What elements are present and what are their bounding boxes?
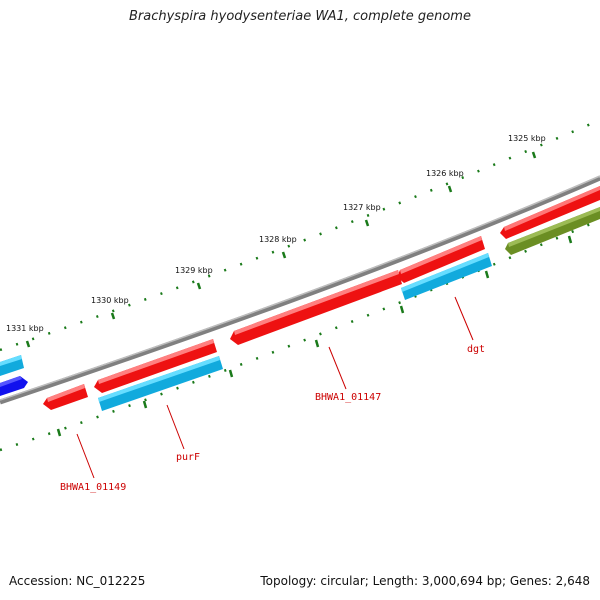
outer-ruler-arc	[0, 118, 600, 352]
ruler-label-1330: 1330 kbp	[91, 296, 129, 305]
gene-label-dgt: dgt	[467, 344, 485, 355]
gene-label-bhwa1-01147: BHWA1_01147	[315, 392, 381, 403]
gene-label-purf: purF	[176, 452, 200, 463]
ruler-label-1326: 1326 kbp	[426, 169, 464, 178]
inner-ruler-arc	[0, 218, 600, 452]
forward-strand-genes	[43, 186, 600, 410]
ruler-label-1329: 1329 kbp	[175, 266, 213, 275]
map-title: Brachyspira hyodysenteriae WA1, complete…	[129, 9, 471, 24]
summary-text: Topology: circular; Length: 3,000,694 bp…	[260, 574, 590, 588]
accession-text: Accession: NC_012225	[9, 574, 146, 588]
gene-label-bhwa1-01149: BHWA1_01149	[60, 482, 126, 493]
inner-ruler-ticks	[56, 235, 573, 437]
outer-ruler-ticks	[25, 151, 537, 348]
reverse-strand-genes	[0, 253, 492, 411]
ruler-label-1328: 1328 kbp	[259, 235, 297, 244]
ruler-label-1331: 1331 kbp	[6, 324, 44, 333]
label-leader-lines	[76, 296, 474, 479]
ruler-label-1327: 1327 kbp	[343, 203, 381, 212]
genome-backbone	[0, 175, 600, 405]
ruler-label-1325: 1325 kbp	[508, 134, 546, 143]
